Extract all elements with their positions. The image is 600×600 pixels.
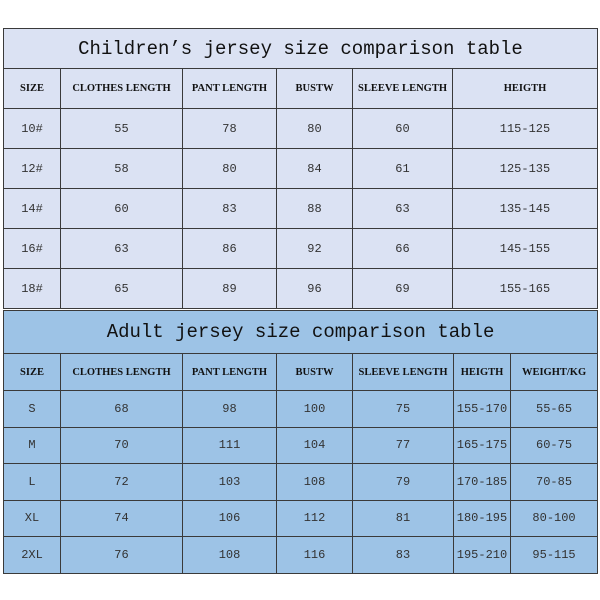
table-cell: XL	[3, 499, 61, 537]
children-size-table: Children’s jersey size comparison table …	[3, 28, 598, 309]
header-row: SIZE CLOTHES LENGTH PANT LENGTH BUSTW SLEEVE…	[3, 353, 599, 391]
table-row: M 70 111 104 77 165-175 60-75	[3, 426, 599, 464]
table-cell: 61	[352, 148, 453, 189]
table-cell: 60	[60, 188, 183, 229]
table-cell: 96	[276, 268, 353, 309]
table-cell: 80	[276, 108, 353, 149]
table-cell: 63	[60, 228, 183, 269]
table-cell: 125-135	[452, 148, 598, 189]
table-cell: 92	[276, 228, 353, 269]
table-cell: 112	[276, 499, 353, 537]
table-cell: 76	[60, 536, 183, 574]
table-cell: 72	[60, 463, 183, 501]
table-cell: 2XL	[3, 536, 61, 574]
table-cell: 84	[276, 148, 353, 189]
table-cell: 155-170	[453, 390, 511, 428]
table-cell: 116	[276, 536, 353, 574]
table-cell: 66	[352, 228, 453, 269]
column-header: CLOTHES LENGTH	[60, 68, 183, 109]
table-cell: 165-175	[453, 426, 511, 464]
table-cell: 135-145	[452, 188, 598, 229]
table-cell: 60-75	[509, 426, 599, 464]
table-cell: 74	[60, 499, 183, 537]
children-table-title: Children’s jersey size comparison table	[3, 28, 598, 69]
table-cell: M	[3, 426, 61, 464]
table-cell: 108	[276, 463, 353, 501]
table-cell: 100	[276, 390, 353, 428]
table-cell: 79	[352, 463, 454, 501]
table-cell: 103	[182, 463, 277, 501]
table-row: 10# 55 78 80 60 115-125	[3, 108, 598, 149]
column-header: HEIGTH	[453, 353, 511, 391]
table-cell: 145-155	[452, 228, 598, 269]
table-cell: 195-210	[453, 536, 511, 574]
table-cell: 106	[182, 499, 277, 537]
table-cell: 60	[352, 108, 453, 149]
table-cell: 108	[182, 536, 277, 574]
column-header: HEIGTH	[452, 68, 598, 109]
table-row: 14# 60 83 88 63 135-145	[3, 188, 598, 229]
column-header: WEIGHT/KG	[509, 353, 599, 391]
table-cell: 180-195	[453, 499, 511, 537]
table-cell: 75	[352, 390, 454, 428]
table-cell: 80	[182, 148, 277, 189]
table-row: XL 74 106 112 81 180-195 80-100	[3, 499, 599, 537]
table-cell: 83	[182, 188, 277, 229]
column-header: PANT LENGTH	[182, 353, 277, 391]
table-cell: 58	[60, 148, 183, 189]
table-cell: 68	[60, 390, 183, 428]
table-row: S 68 98 100 75 155-170 55-65	[3, 390, 599, 428]
table-cell: 12#	[3, 148, 61, 189]
table-cell: 14#	[3, 188, 61, 229]
table-row: 2XL 76 108 116 83 195-210 95-115	[3, 536, 599, 574]
table-cell: 89	[182, 268, 277, 309]
column-header: BUSTW	[276, 353, 353, 391]
table-cell: 70-85	[509, 463, 599, 501]
table-row: L 72 103 108 79 170-185 70-85	[3, 463, 599, 501]
table-cell: 170-185	[453, 463, 511, 501]
table-cell: 70	[60, 426, 183, 464]
table-cell: 65	[60, 268, 183, 309]
table-cell: 155-165	[452, 268, 598, 309]
table-row: 16# 63 86 92 66 145-155	[3, 228, 598, 269]
table-cell: 18#	[3, 268, 61, 309]
table-cell: 55	[60, 108, 183, 149]
table-cell: 81	[352, 499, 454, 537]
column-header: SLEEVE LENGTH	[352, 353, 454, 391]
table-cell: S	[3, 390, 61, 428]
table-cell: 78	[182, 108, 277, 149]
column-header: CLOTHES LENGTH	[60, 353, 183, 391]
table-row: 18# 65 89 96 69 155-165	[3, 268, 598, 309]
table-cell: 86	[182, 228, 277, 269]
table-cell: 104	[276, 426, 353, 464]
table-cell: 69	[352, 268, 453, 309]
table-cell: 98	[182, 390, 277, 428]
column-header: SIZE	[3, 68, 61, 109]
column-header: SIZE	[3, 353, 61, 391]
table-cell: 77	[352, 426, 454, 464]
column-header: BUSTW	[276, 68, 353, 109]
header-row: SIZE CLOTHES LENGTH PANT LENGTH BUSTW SLEEVE…	[3, 68, 598, 109]
adult-size-table: Adult jersey size comparison table SIZE C…	[2, 310, 599, 574]
column-header: SLEEVE LENGTH	[352, 68, 453, 109]
table-cell: 10#	[3, 108, 61, 149]
adult-table-title: Adult jersey size comparison table	[2, 310, 599, 354]
table-cell: 111	[182, 426, 277, 464]
table-cell: 88	[276, 188, 353, 229]
column-header: PANT LENGTH	[182, 68, 277, 109]
table-row: 12# 58 80 84 61 125-135	[3, 148, 598, 189]
table-cell: 115-125	[452, 108, 598, 149]
table-cell: 83	[352, 536, 454, 574]
table-cell: 55-65	[509, 390, 599, 428]
table-cell: 80-100	[509, 499, 599, 537]
table-cell: 63	[352, 188, 453, 229]
table-cell: L	[3, 463, 61, 501]
table-cell: 16#	[3, 228, 61, 269]
table-cell: 95-115	[509, 536, 599, 574]
